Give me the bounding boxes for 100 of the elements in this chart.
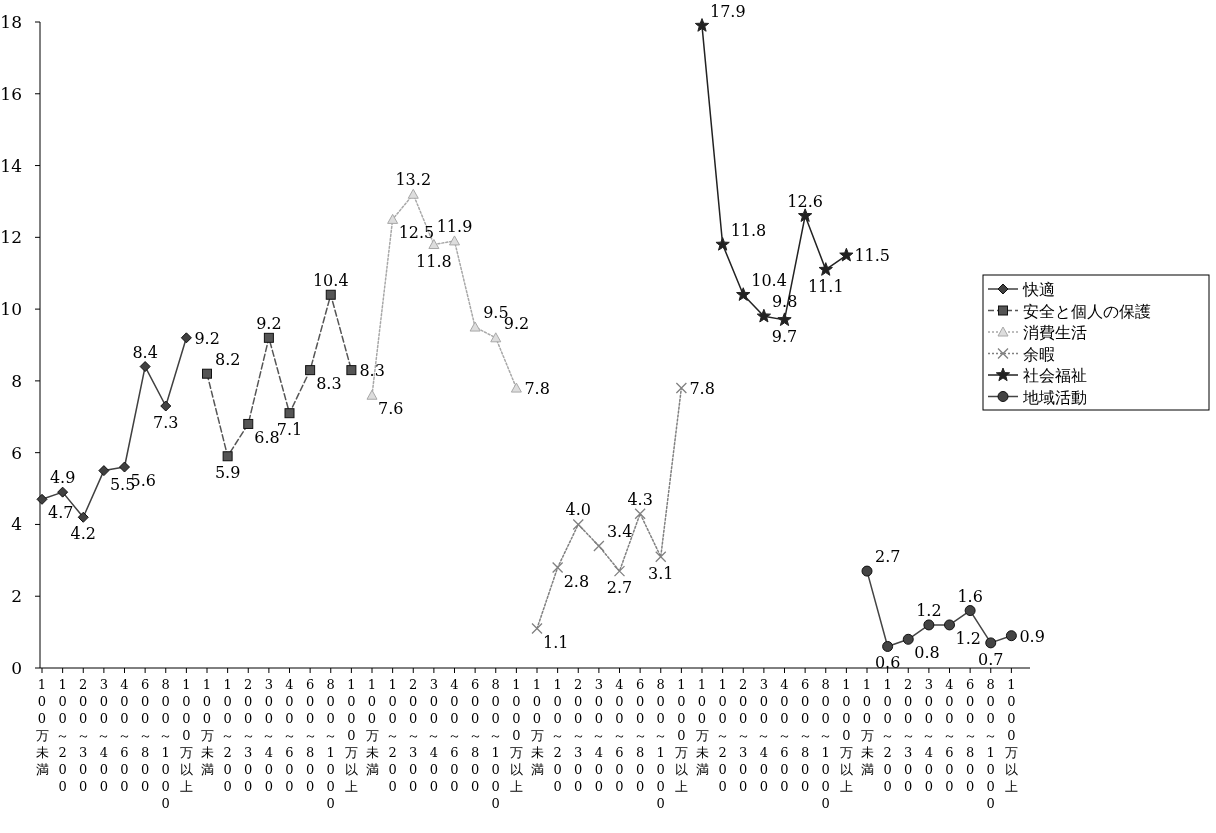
data-label: 12.6	[787, 191, 823, 211]
x-tick-label: 300～400	[262, 677, 276, 794]
point	[57, 486, 69, 498]
x-tick-label: 1000万以上	[674, 677, 688, 794]
data-label: 9.2	[194, 328, 220, 348]
x-tick-label: 100～200	[221, 677, 235, 794]
data-label: 0.7	[978, 649, 1004, 669]
data-label: 8.4	[132, 342, 158, 362]
data-label: 7.6	[378, 399, 404, 419]
point	[1005, 630, 1017, 642]
x-tick-label: 200～300	[901, 677, 915, 794]
point	[243, 418, 254, 429]
x-tick-label: 1000万以上	[344, 677, 358, 794]
x-tick-label: 600～800	[138, 677, 152, 794]
point	[902, 633, 914, 645]
point	[160, 400, 172, 412]
point	[469, 321, 481, 332]
data-label: 11.1	[807, 276, 844, 296]
point	[756, 308, 772, 323]
point	[325, 289, 336, 300]
point	[139, 361, 151, 373]
x-tick-label: 800～1000	[159, 677, 173, 811]
data-label: 0.9	[1019, 626, 1045, 646]
point	[305, 365, 316, 376]
data-label: 1.1	[543, 632, 569, 652]
point	[490, 332, 502, 343]
x-tick-label: 600～800	[303, 677, 317, 794]
point	[77, 511, 89, 523]
legend-label: 余暇	[1023, 344, 1055, 364]
point	[634, 508, 646, 520]
data-label: 7.3	[153, 413, 179, 433]
legend-label: 安全と個人の保護	[1023, 301, 1151, 321]
data-label: 7.8	[689, 379, 715, 399]
data-label: 0.6	[874, 653, 901, 673]
data-label: 12.5	[398, 223, 435, 243]
data-label: 9.7	[771, 326, 798, 346]
x-tick-label: 300～400	[97, 677, 111, 794]
point	[715, 237, 730, 251]
data-label: 3.1	[648, 563, 674, 583]
y-tick-label: 4	[11, 514, 22, 535]
x-tick-label: 800～1000	[489, 677, 503, 811]
data-label: 17.9	[710, 1, 746, 21]
y-tick-label: 10	[0, 299, 22, 320]
x-tick-label: 600～800	[468, 677, 482, 794]
x-tick-label: 100～200	[386, 677, 400, 794]
x-tick-label: 100万未満	[860, 677, 874, 777]
x-tick-label: 100万未満	[365, 677, 379, 777]
x-tick-label: 100万未満	[200, 677, 214, 777]
point	[387, 213, 399, 224]
x-tick-label: 100万未満	[35, 677, 49, 777]
x-tick-label: 800～1000	[324, 677, 338, 811]
data-label: 5.9	[214, 463, 241, 483]
point	[572, 518, 584, 531]
point	[655, 551, 667, 563]
point	[882, 640, 894, 652]
point	[36, 493, 48, 505]
x-tick-label: 300～400	[922, 677, 936, 794]
data-label: 9.2	[256, 313, 282, 333]
legend-label: 地域活動	[1022, 387, 1087, 407]
point	[366, 389, 378, 400]
point	[593, 540, 605, 552]
data-label: 2.7	[875, 547, 901, 567]
data-label: 11.5	[854, 246, 890, 266]
legend-label: 消費生活	[1023, 323, 1087, 342]
y-tick-label: 18	[0, 12, 22, 32]
x-tick-label: 1000万以上	[1004, 677, 1018, 794]
point	[449, 235, 460, 246]
legend-label: 快適	[1022, 280, 1055, 299]
x-tick-label: 200～300	[241, 677, 255, 794]
x-tick-label: 400～600	[448, 677, 461, 794]
x-tick-label: 600～800	[798, 677, 812, 794]
data-label: 4.7	[48, 503, 74, 523]
point	[222, 451, 233, 462]
data-label: 4.9	[49, 468, 76, 488]
data-label: 8.3	[316, 374, 342, 394]
x-tick-label: 100万未満	[530, 677, 544, 777]
x-tick-label: 200～300	[406, 677, 420, 794]
data-label: 8.3	[359, 361, 385, 381]
point	[736, 287, 751, 301]
x-tick-label: 100万未満	[695, 677, 709, 777]
x-tick-label: 800～1000	[654, 677, 668, 811]
data-label: 10.4	[751, 270, 787, 290]
point	[777, 312, 792, 327]
point	[985, 637, 997, 649]
data-label: 13.2	[395, 170, 432, 190]
x-tick-label: 800～1000	[819, 677, 833, 811]
data-label: 2.8	[563, 571, 590, 591]
point	[263, 332, 274, 343]
x-tick-label: 1000万以上	[839, 677, 853, 794]
x-tick-label: 300～400	[427, 677, 441, 794]
point	[675, 382, 688, 394]
x-tick-label: 400～600	[118, 677, 131, 794]
data-label: 4.2	[70, 524, 96, 544]
point	[346, 365, 357, 376]
data-label: 1.6	[957, 586, 983, 606]
x-tick-label: 200～300	[736, 677, 750, 794]
data-label: 10.4	[312, 270, 349, 290]
point	[861, 565, 873, 577]
x-tick-label: 400～600	[943, 677, 956, 794]
x-tick-label: 600～800	[633, 677, 647, 794]
